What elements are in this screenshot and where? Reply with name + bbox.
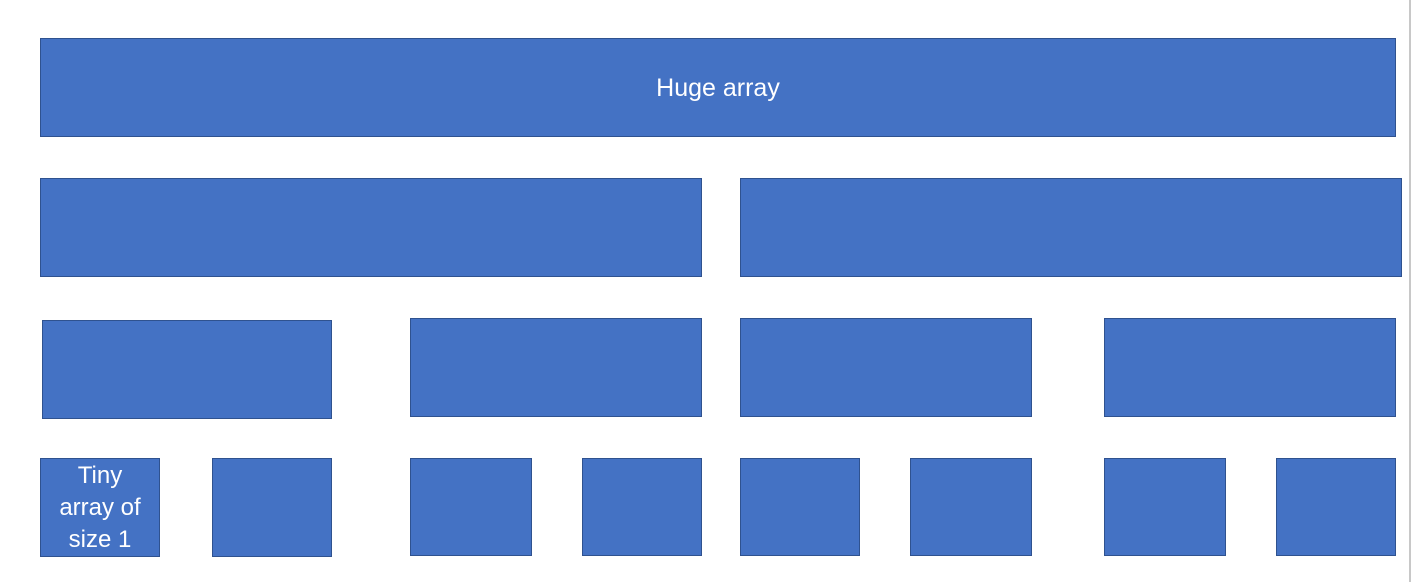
tiny-array-block-8 [1276,458,1396,556]
tiny-array-block-4 [582,458,702,556]
tiny-array-block-5 [740,458,860,556]
tiny-array-block-7 [1104,458,1226,556]
page-edge-divider [1409,0,1411,582]
half-array-block-right [740,178,1402,277]
huge-array-block: Huge array [40,38,1396,137]
huge-array-label: Huge array [656,73,780,102]
half-array-block-left [40,178,702,277]
tiny-array-block-6 [910,458,1032,556]
tiny-array-block-1: Tiny array of size 1 [40,458,160,557]
quarter-array-block-2 [410,318,702,417]
quarter-array-block-1 [42,320,332,419]
quarter-array-block-4 [1104,318,1396,417]
tiny-array-block-2 [212,458,332,557]
quarter-array-block-3 [740,318,1032,417]
tiny-array-label: Tiny array of size 1 [59,461,141,553]
tiny-array-block-3 [410,458,532,556]
